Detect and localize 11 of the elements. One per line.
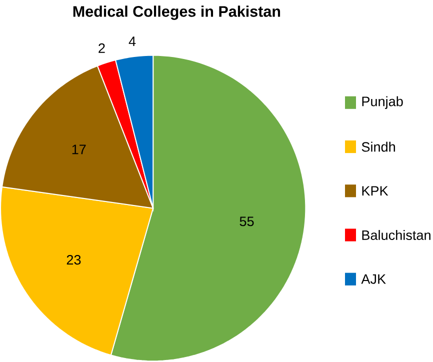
- data-label: 55: [240, 216, 254, 226]
- legend-label: AJK: [361, 274, 386, 284]
- data-label: 4: [128, 36, 136, 46]
- chart-title: Medical Colleges in Pakistan: [73, 6, 280, 20]
- data-label: 23: [66, 255, 81, 265]
- legend-label: Sindh: [362, 142, 395, 152]
- legend-label: KPK: [362, 186, 388, 196]
- data-label: 17: [72, 144, 86, 154]
- legend-label: Punjab: [362, 96, 403, 110]
- data-label: 2: [98, 44, 105, 54]
- legend-label: Baluchistan: [362, 230, 430, 240]
